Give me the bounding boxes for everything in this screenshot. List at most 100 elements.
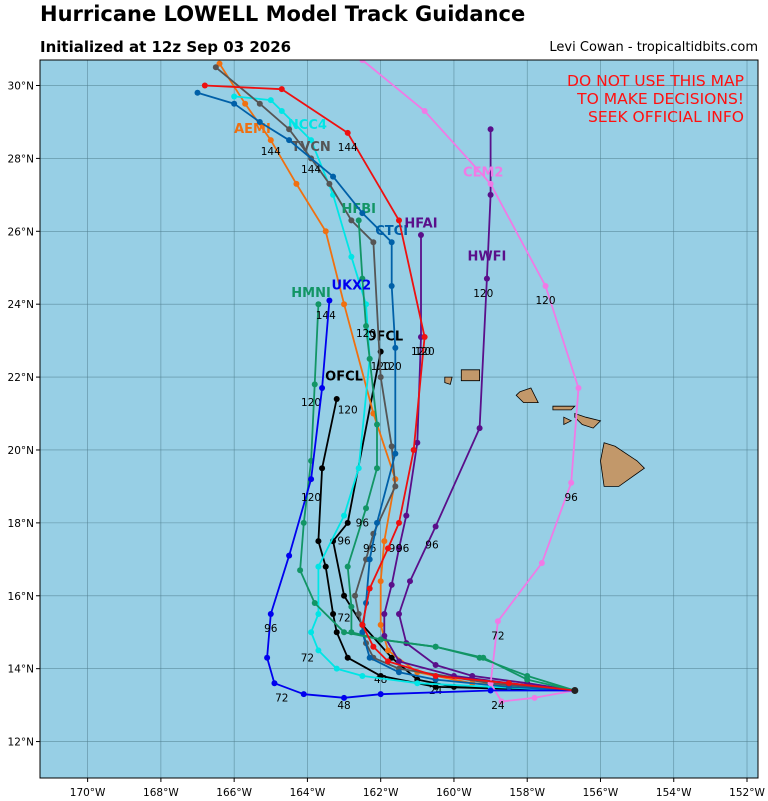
track-point	[308, 629, 315, 636]
track-point	[256, 118, 263, 125]
track-point	[315, 538, 322, 545]
track-point	[392, 483, 399, 490]
forecast-hour-label: 144	[338, 142, 358, 154]
track-point	[377, 621, 384, 628]
track-point	[374, 465, 381, 472]
track-point	[311, 381, 318, 388]
forecast-hour-label: 144	[261, 146, 281, 158]
model-name-label: HFAI	[404, 217, 437, 232]
track-line	[299, 304, 576, 692]
island-molokai	[552, 405, 576, 411]
track-point	[414, 680, 421, 687]
x-tick-label: 154°W	[656, 787, 692, 799]
y-tick-label: 26°N	[8, 226, 34, 238]
island-maui	[574, 412, 602, 429]
warning-line-3: SEEK OFFICIAL INFO	[588, 108, 744, 126]
track-point	[308, 137, 315, 144]
track-point	[355, 217, 362, 224]
track-point	[341, 512, 348, 519]
track-point	[377, 691, 384, 698]
lat-lon-grid	[40, 60, 758, 778]
y-tick-label: 16°N	[8, 591, 34, 603]
track-point	[396, 217, 402, 224]
track-point	[319, 385, 326, 392]
x-tick-label: 170°W	[70, 787, 106, 799]
track-unlabeled: 144 120 96	[201, 82, 575, 692]
track-point	[319, 465, 326, 472]
forecast-hour-label: 72	[491, 631, 504, 643]
track-point	[388, 581, 395, 588]
track-point	[476, 425, 483, 432]
track-point	[575, 385, 582, 392]
track-point	[483, 275, 490, 282]
track-point	[322, 563, 329, 570]
warning-text: DO NOT USE THIS MAP TO MAKE DECISIONS! S…	[567, 72, 744, 126]
track-point	[341, 629, 348, 636]
track-point	[355, 610, 362, 617]
track-point	[505, 680, 512, 687]
model-name-label: AEMI	[234, 122, 271, 137]
track-point	[366, 585, 373, 592]
model-name-label: UKX2	[332, 279, 372, 294]
forecast-hour-label: 120	[301, 492, 321, 504]
track-point	[377, 636, 384, 643]
track-point	[421, 333, 428, 340]
track-point	[531, 694, 538, 701]
track-point	[348, 217, 355, 224]
island-lanai	[563, 416, 573, 426]
credit: Levi Cowan - tropicaltidbits.com	[549, 40, 758, 55]
track-point	[432, 662, 439, 669]
track-point	[396, 658, 402, 665]
track-point	[315, 610, 322, 617]
track-point	[333, 395, 340, 402]
y-tick-label: 28°N	[8, 153, 34, 165]
track-point	[363, 323, 370, 330]
track-point	[406, 578, 413, 585]
x-tick-label: 166°W	[216, 787, 252, 799]
y-tick-label: 18°N	[8, 518, 34, 530]
forecast-hour-label: 144	[316, 310, 336, 322]
track-point	[392, 344, 399, 351]
track-point	[242, 100, 249, 107]
track-point	[403, 512, 410, 519]
track-point	[315, 301, 322, 308]
x-tick-label: 162°W	[363, 787, 399, 799]
forecast-hour-label: 24	[491, 700, 505, 712]
track-point	[315, 647, 322, 654]
track-point	[308, 476, 315, 483]
track-point	[278, 108, 285, 115]
track-point	[377, 374, 384, 381]
track-point	[359, 621, 366, 628]
hawaiian-islands	[444, 369, 646, 487]
y-tick-label: 14°N	[8, 664, 34, 676]
track-point	[480, 654, 487, 661]
track-point	[264, 654, 271, 661]
forecast-hour-label: 120	[338, 405, 358, 417]
forecast-hour-label: 96	[264, 623, 278, 635]
track-point	[385, 658, 392, 665]
forecast-hour-label: 120	[473, 288, 493, 300]
forecast-hour-label: 120	[415, 346, 435, 358]
track-point	[410, 446, 417, 453]
forecast-hour-label: 120	[536, 295, 556, 307]
track-line	[266, 300, 575, 699]
track-point	[267, 610, 274, 617]
track-point	[231, 93, 238, 100]
track-point	[388, 443, 395, 450]
track-point	[469, 672, 476, 679]
track-point	[388, 239, 395, 246]
track-point	[311, 600, 318, 607]
track-point	[542, 282, 549, 289]
track-point	[385, 647, 392, 654]
track-point	[344, 519, 351, 526]
track-point	[487, 126, 494, 133]
track-point	[432, 523, 439, 530]
warning-line-2: TO MAKE DECISIONS!	[577, 90, 744, 108]
storm-initial-position	[571, 687, 579, 695]
track-point	[286, 552, 293, 559]
track-point	[370, 643, 377, 650]
track-point	[487, 191, 494, 198]
y-tick-label: 22°N	[8, 372, 34, 384]
track-point	[348, 603, 355, 610]
track-point	[216, 60, 223, 67]
